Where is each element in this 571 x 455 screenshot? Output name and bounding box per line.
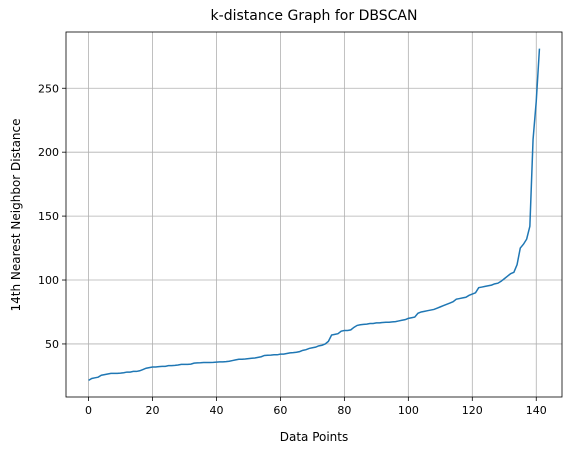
x-tick-label: 120: [462, 404, 483, 417]
y-tick-label: 200: [38, 146, 59, 159]
x-tick-label: 80: [337, 404, 351, 417]
y-axis-label: 14th Nearest Neighbor Distance: [9, 118, 23, 311]
x-axis-label: Data Points: [280, 430, 349, 444]
x-tick-label: 20: [146, 404, 160, 417]
x-tick-label: 60: [273, 404, 287, 417]
x-tick-label: 40: [209, 404, 223, 417]
y-tick-label: 250: [38, 82, 59, 95]
y-tick-label: 100: [38, 274, 59, 287]
y-tick-label: 150: [38, 210, 59, 223]
x-tick-label: 100: [398, 404, 419, 417]
plot-frame: [65, 31, 563, 398]
y-tick-label: 50: [45, 338, 59, 351]
data-line: [88, 48, 541, 382]
chart-title: k-distance Graph for DBSCAN: [211, 8, 418, 24]
x-tick-label: 140: [526, 404, 547, 417]
x-tick-label: 0: [85, 404, 92, 417]
